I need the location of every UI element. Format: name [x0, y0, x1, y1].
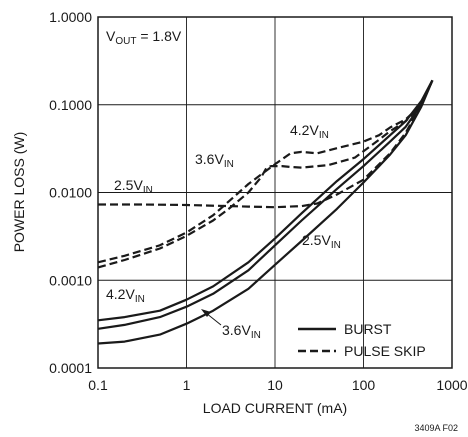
- x-tick-labels: 0.1 1 10 100 1000: [88, 377, 468, 393]
- series-line-pulse-skip-2.5V: [98, 79, 434, 209]
- legend: BURST PULSE SKIP: [298, 321, 426, 359]
- annotation-vin-4.2-top: 4.2VIN: [290, 122, 329, 141]
- legend-label-pulse-skip: PULSE SKIP: [344, 343, 426, 359]
- x-tick-label: 1: [183, 377, 191, 393]
- series-line-pulse-skip-4.2V: [97, 79, 434, 264]
- grid: [98, 17, 452, 368]
- x-tick-label: 1000: [436, 377, 467, 393]
- x-tick-label: 100: [352, 377, 376, 393]
- legend-label-burst: BURST: [344, 321, 392, 337]
- series-line-burst-4.2V: [97, 79, 434, 322]
- annotation-vin-4.2-bottom: 4.2VIN: [106, 286, 145, 305]
- annotation-vin-3.6-top: 3.6VIN: [195, 151, 234, 170]
- x-tick-label: 10: [267, 377, 283, 393]
- x-tick-label: 0.1: [88, 377, 108, 393]
- series-lines: [97, 79, 434, 345]
- y-tick-label: 0.1000: [49, 97, 92, 113]
- condition-label: VOUT = 1.8V: [106, 28, 182, 47]
- y-tick-label: 0.0100: [49, 185, 92, 201]
- x-axis-title: LOAD CURRENT (mA): [203, 400, 347, 416]
- y-tick-labels: 0.0001 0.0010 0.0100 0.1000 1.0000: [49, 9, 92, 376]
- annotation-arrow-head: [201, 309, 211, 317]
- y-tick-label: 1.0000: [49, 9, 92, 25]
- y-tick-label: 0.0010: [49, 272, 92, 288]
- figure-id: 3409A F02: [414, 423, 458, 433]
- y-axis-title: POWER LOSS (W): [11, 132, 27, 253]
- plot-frame: [97, 16, 453, 369]
- y-tick-label: 0.0001: [49, 360, 92, 376]
- annotation-vin-2.5-bottom: 2.5VIN: [302, 232, 341, 251]
- series-line-burst-2.5V: [97, 79, 434, 345]
- series-line-burst-3.6V: [97, 79, 434, 330]
- annotation-vin-3.6-bottom: 3.6VIN: [222, 322, 261, 341]
- series-line-pulse-skip-3.6V: [97, 79, 434, 269]
- annotation-vin-2.5-top: 2.5VIN: [114, 177, 153, 196]
